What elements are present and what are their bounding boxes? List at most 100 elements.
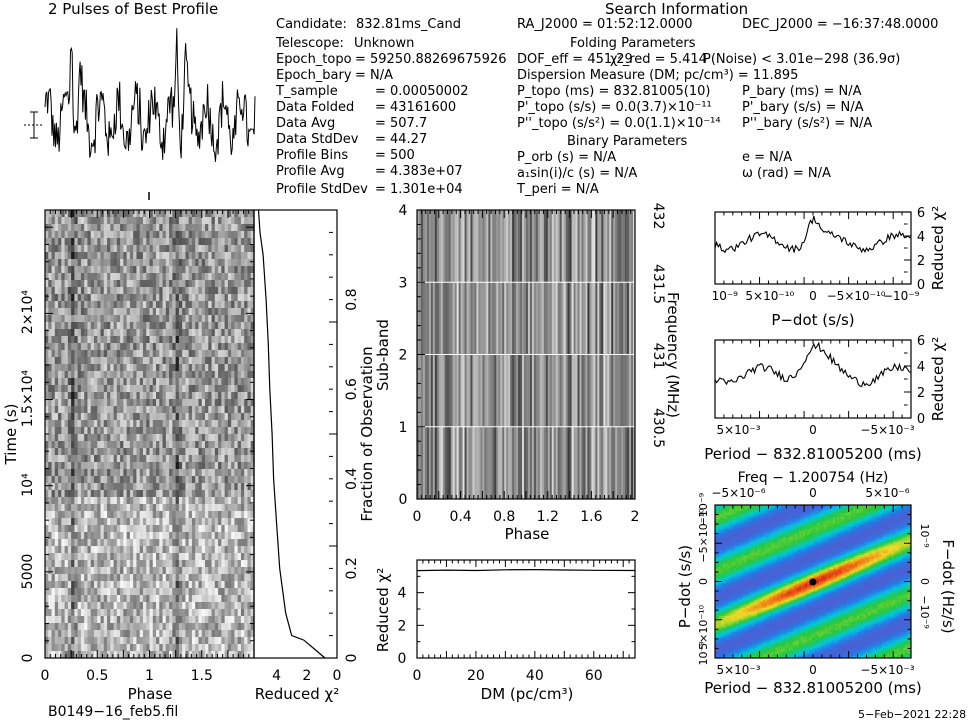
- timephase-cell: [234, 504, 239, 512]
- timephase-cell: [208, 357, 213, 365]
- timephase-cell: [51, 483, 56, 491]
- timephase-cell: [237, 560, 242, 568]
- timephase-cell: [231, 623, 236, 631]
- timephase-cell: [116, 553, 121, 561]
- timephase-cell: [123, 616, 128, 624]
- timephase-cell: [48, 273, 53, 281]
- timephase-cell: [123, 287, 128, 295]
- timephase-cell: [227, 378, 232, 386]
- timephase-cell: [208, 609, 213, 617]
- timephase-cell: [61, 329, 66, 337]
- timephase-cell: [61, 371, 66, 379]
- timephase-cell: [97, 595, 102, 603]
- timephase-cell: [87, 469, 92, 477]
- timephase-cell: [58, 441, 62, 449]
- timephase-cell: [218, 371, 222, 379]
- timephase-cell: [172, 350, 177, 358]
- timephase-cell: [77, 231, 82, 239]
- timephase-cell: [234, 259, 239, 267]
- timephase-cell: [221, 490, 226, 498]
- timephase-cell: [240, 224, 245, 232]
- timephase-cell: [84, 301, 89, 309]
- timephase-cell: [178, 518, 183, 526]
- timephase-cell: [185, 343, 190, 351]
- timephase-cell: [185, 651, 190, 659]
- timephase-cell: [247, 273, 252, 281]
- timephase-xtick: 0.5: [86, 668, 108, 684]
- timephase-cell: [237, 441, 242, 449]
- timephase-cell: [116, 371, 121, 379]
- timephase-cell: [100, 644, 105, 652]
- timephase-cell: [133, 294, 138, 302]
- timephase-cell: [240, 273, 245, 281]
- timephase-cell: [113, 301, 118, 309]
- timephase-cell: [250, 490, 255, 498]
- timephase-cell: [139, 280, 144, 288]
- timephase-cell: [224, 476, 229, 484]
- timephase-cell: [175, 483, 180, 491]
- timephase-cell: [208, 504, 213, 512]
- timephase-cell: [227, 518, 232, 526]
- timephase-cell: [93, 434, 98, 442]
- timephase-cell: [67, 392, 72, 400]
- timephase-cell: [172, 469, 177, 477]
- timephase-cell: [224, 469, 229, 477]
- timephase-cell: [175, 399, 180, 407]
- timephase-cell: [234, 343, 239, 351]
- timephase-cell: [165, 245, 170, 253]
- timephase-cell: [45, 602, 49, 610]
- timephase-cell: [84, 525, 89, 533]
- timephase-cell: [175, 539, 180, 547]
- timephase-cell: [247, 483, 252, 491]
- timephase-cell: [110, 539, 115, 547]
- timephase-cell: [182, 392, 187, 400]
- timephase-cell: [123, 315, 128, 323]
- timephase-cell: [175, 567, 180, 575]
- timephase-cell: [136, 329, 141, 337]
- timephase-cell: [116, 539, 121, 547]
- timephase-cell: [110, 385, 115, 393]
- timephase-cell: [139, 651, 144, 659]
- timephase-cell: [133, 651, 138, 659]
- timephase-cell: [84, 315, 89, 323]
- timephase-cell: [240, 490, 245, 498]
- timephase-cell: [48, 441, 53, 449]
- timephase-cell: [51, 364, 56, 372]
- timephase-cell: [87, 245, 92, 253]
- timephase-cell: [250, 252, 255, 260]
- timephase-cell: [172, 280, 177, 288]
- timephase-cell: [64, 560, 69, 568]
- timephase-cell: [80, 490, 85, 498]
- timephase-cell: [218, 630, 222, 638]
- timephase-cell: [93, 518, 98, 526]
- timephase-cell: [214, 518, 219, 526]
- timephase-cell: [67, 287, 72, 295]
- timephase-cell: [224, 623, 229, 631]
- timephase-cell: [110, 574, 115, 582]
- timephase-cell: [129, 378, 134, 386]
- timephase-cell: [123, 392, 128, 400]
- timephase-cell: [116, 427, 121, 435]
- timephase-cell: [84, 217, 89, 225]
- timephase-cell: [240, 259, 245, 267]
- timephase-cell: [198, 511, 203, 519]
- timephase-cell: [191, 637, 196, 645]
- timephase-cell: [191, 651, 196, 659]
- timephase-cell: [201, 497, 206, 505]
- timephase-cell: [123, 630, 128, 638]
- timephase-cell: [169, 378, 173, 386]
- timephase-cell: [175, 392, 180, 400]
- timephase-cell: [152, 287, 157, 295]
- timephase-cell: [149, 280, 154, 288]
- timephase-cell: [149, 273, 154, 281]
- timephase-cell: [142, 511, 147, 519]
- timephase-cell: [133, 231, 138, 239]
- timephase-cell: [195, 476, 200, 484]
- timephase-cell: [188, 294, 193, 302]
- timephase-cell: [129, 546, 134, 554]
- timephase-cell: [169, 637, 173, 645]
- timephase-cell: [103, 280, 108, 288]
- timephase-cell: [182, 399, 187, 407]
- timephase-cell: [103, 553, 108, 561]
- timephase-cell: [156, 217, 160, 225]
